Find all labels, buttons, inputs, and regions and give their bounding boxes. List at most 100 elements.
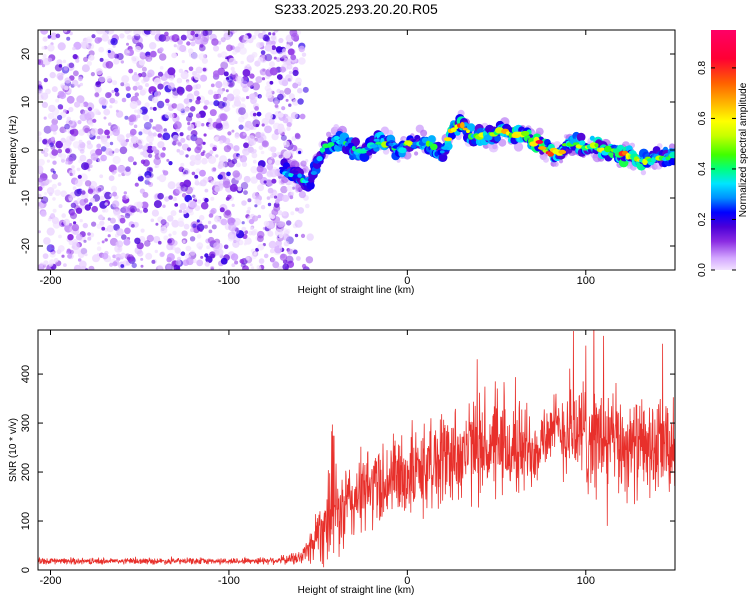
- noise-blob: [124, 30, 131, 35]
- y-tick-label: 0: [20, 147, 32, 153]
- noise-blob: [247, 206, 252, 211]
- noise-blob: [124, 115, 129, 120]
- noise-blob: [71, 223, 80, 232]
- noise-blob: [59, 105, 64, 110]
- noise-blob: [179, 203, 187, 210]
- noise-blob: [279, 253, 288, 261]
- noise-blob: [158, 34, 167, 42]
- signal-core: [537, 146, 547, 150]
- signal-core: [410, 144, 417, 149]
- noise-blob: [42, 139, 48, 145]
- noise-blob: [272, 261, 280, 269]
- noise-blob: [173, 44, 177, 48]
- noise-blob: [50, 213, 55, 218]
- noise-blob: [256, 165, 264, 173]
- noise-blob: [249, 73, 255, 79]
- noise-blob: [222, 120, 229, 127]
- noise-blob: [38, 165, 44, 174]
- noise-blob: [210, 267, 214, 270]
- noise-blob: [207, 236, 215, 244]
- noise-blob: [103, 155, 108, 160]
- noise-blob: [129, 101, 138, 109]
- noise-blob: [84, 204, 92, 211]
- noise-blob: [214, 181, 221, 189]
- noise-blob: [109, 193, 113, 197]
- noise-blob: [282, 211, 288, 217]
- noise-blob: [70, 202, 77, 208]
- noise-blob: [222, 79, 230, 86]
- noise-blob: [159, 128, 164, 134]
- noise-blob: [282, 233, 290, 241]
- noise-blob: [283, 150, 291, 159]
- noise-blob: [159, 66, 164, 70]
- noise-blob: [55, 140, 63, 149]
- noise-blob: [79, 154, 87, 162]
- y-tick-label: 20: [20, 48, 32, 60]
- noise-blob: [47, 35, 51, 39]
- noise-blob: [91, 221, 97, 227]
- noise-blob: [286, 63, 293, 70]
- noise-blob: [233, 30, 237, 33]
- noise-blob: [226, 194, 232, 200]
- noise-blob: [121, 75, 130, 84]
- noise-blob: [40, 196, 49, 204]
- noise-blob: [135, 81, 140, 87]
- noise-blob: [263, 220, 270, 227]
- noise-blob: [49, 251, 56, 258]
- noise-blob: [60, 153, 67, 160]
- noise-blob: [246, 95, 250, 100]
- noise-blob: [189, 154, 197, 162]
- noise-blob: [196, 223, 205, 232]
- noise-blob: [130, 128, 137, 136]
- noise-blob: [196, 242, 204, 250]
- noise-blob: [154, 249, 158, 254]
- noise-blob: [40, 149, 45, 154]
- noise-blob: [84, 180, 92, 187]
- noise-blob: [46, 244, 55, 253]
- noise-blob: [186, 147, 192, 152]
- noise-blob: [195, 120, 202, 128]
- noise-blob: [265, 91, 273, 99]
- noise-blob: [227, 131, 232, 136]
- signal-core: [521, 130, 530, 137]
- noise-blob: [264, 36, 271, 42]
- x-tick-label: 0: [404, 575, 410, 587]
- noise-blob: [251, 51, 258, 58]
- spectrogram-noise-layer: [38, 30, 314, 270]
- noise-blob: [73, 221, 77, 225]
- noise-blob: [199, 179, 207, 187]
- noise-blob: [105, 61, 114, 69]
- signal-core: [462, 127, 468, 131]
- signal-halo: [414, 151, 419, 156]
- noise-blob: [287, 234, 291, 238]
- noise-blob: [153, 157, 161, 166]
- noise-blob: [118, 173, 121, 177]
- noise-blob: [126, 93, 131, 99]
- noise-blob: [266, 196, 271, 200]
- noise-blob: [186, 41, 191, 46]
- noise-blob: [264, 112, 273, 121]
- noise-blob: [230, 66, 235, 71]
- noise-blob: [297, 98, 304, 105]
- noise-blob: [231, 263, 236, 268]
- noise-blob: [117, 165, 126, 174]
- noise-blob: [288, 103, 292, 107]
- noise-blob: [256, 111, 262, 117]
- noise-blob: [252, 149, 257, 154]
- colorbar: 0.0 0.2 0.4 0.6 0.8 Normalized spectral ampl…: [697, 30, 749, 277]
- noise-blob: [204, 188, 209, 193]
- noise-blob: [302, 86, 309, 93]
- noise-blob: [195, 30, 201, 34]
- noise-blob: [284, 87, 292, 95]
- signal-core: [398, 147, 407, 154]
- noise-blob: [194, 174, 199, 179]
- noise-blob: [79, 218, 83, 223]
- noise-blob: [47, 112, 55, 120]
- noise-blob: [157, 141, 165, 149]
- noise-blob: [105, 30, 113, 35]
- noise-blob: [286, 126, 291, 131]
- noise-blob: [181, 230, 188, 237]
- noise-blob: [50, 123, 59, 132]
- noise-blob: [134, 45, 142, 53]
- noise-blob: [266, 163, 274, 170]
